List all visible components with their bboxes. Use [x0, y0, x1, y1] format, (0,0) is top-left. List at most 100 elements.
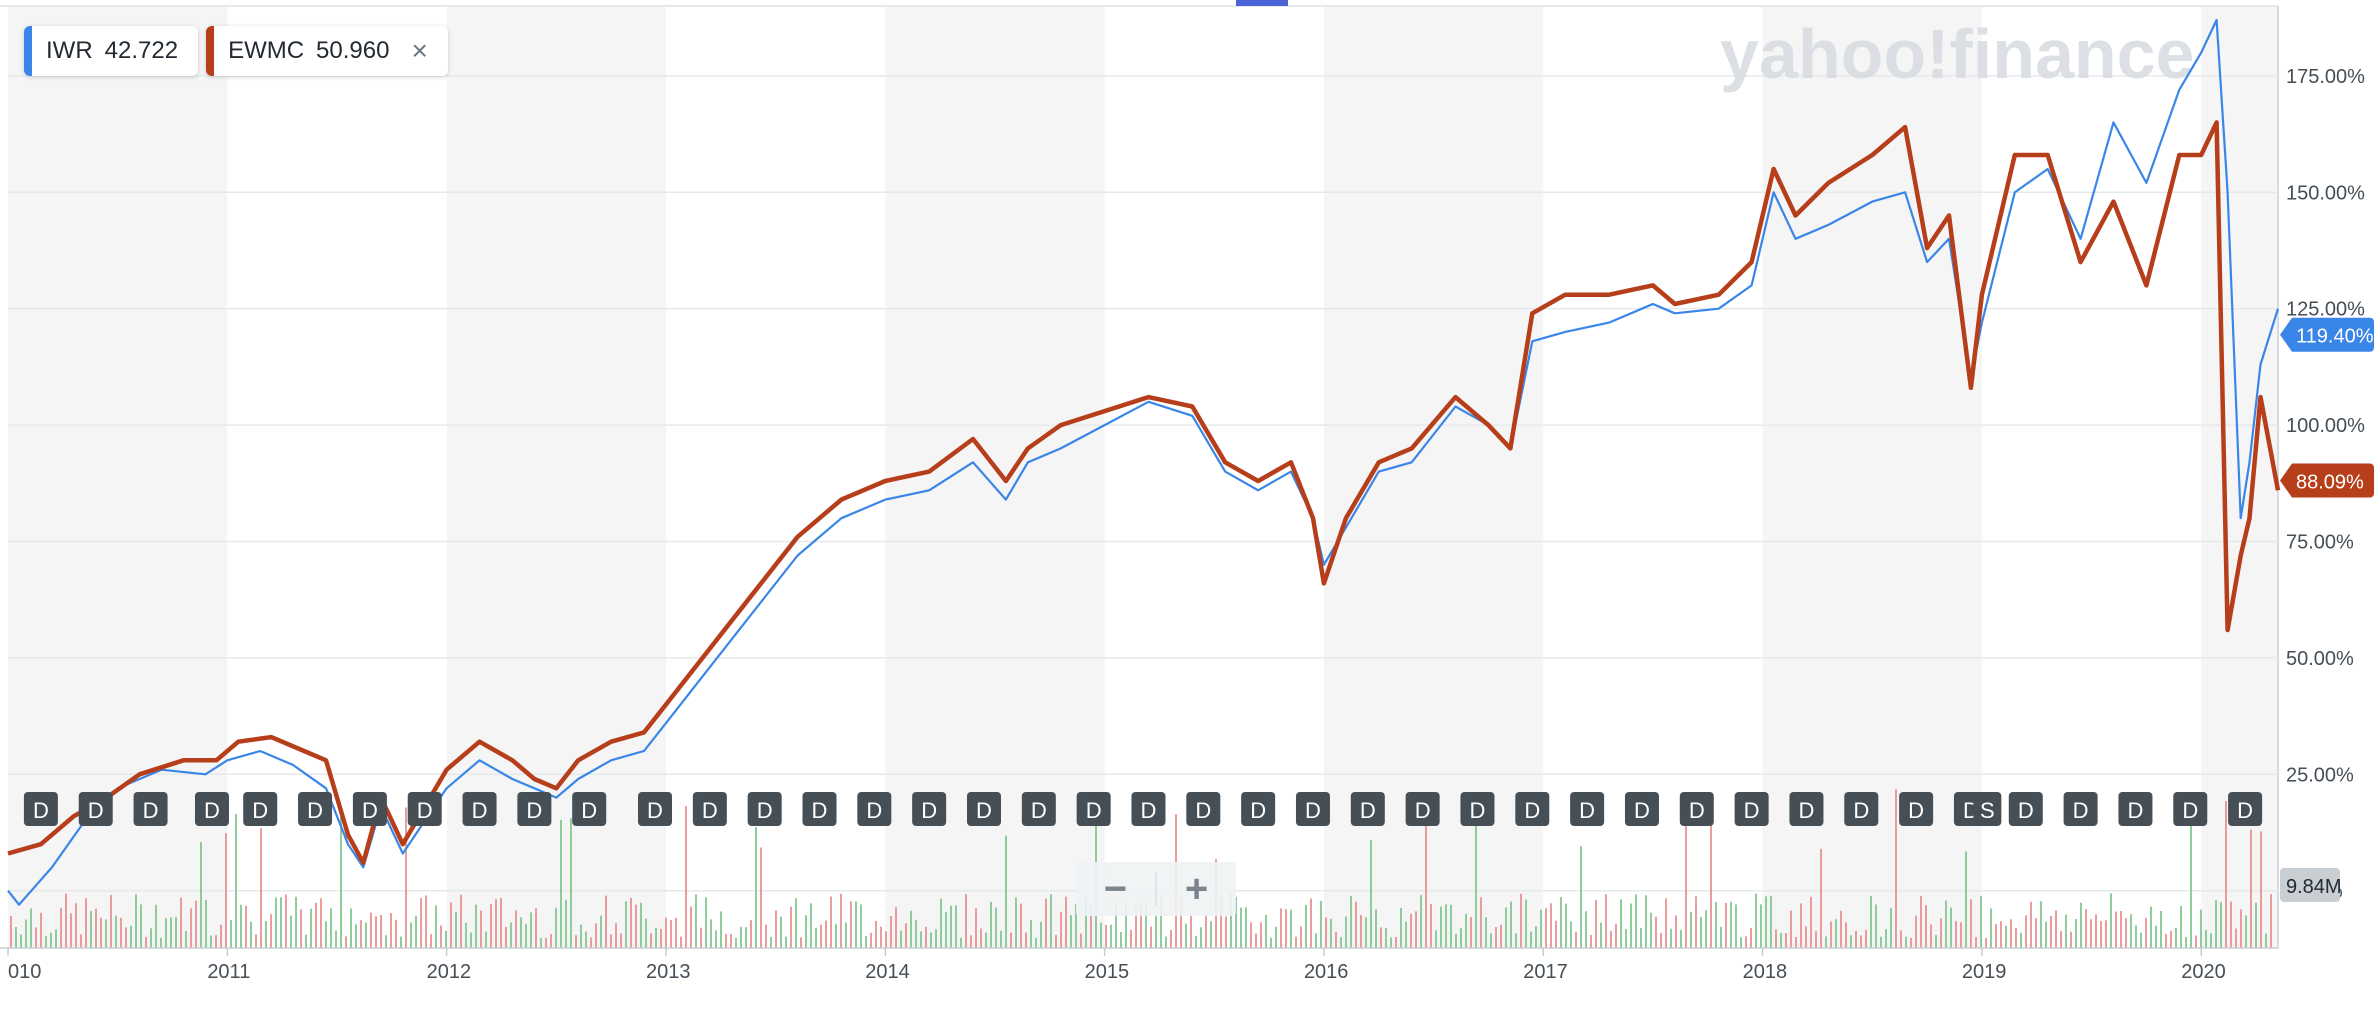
volume-bar — [2110, 893, 2112, 948]
dividend-marker[interactable]: D — [1624, 792, 1659, 826]
volume-bar — [810, 903, 812, 948]
volume-bar — [2035, 918, 2037, 948]
zoom-out-button[interactable]: − — [1103, 866, 1128, 911]
volume-bar — [225, 833, 227, 948]
volume-bar — [2105, 920, 2107, 948]
dividend-marker[interactable]: D — [1241, 792, 1276, 826]
volume-bar — [805, 915, 807, 948]
volume-bar — [1475, 824, 1477, 948]
volume-bar — [670, 920, 672, 948]
dividend-marker[interactable]: D — [1789, 792, 1824, 826]
volume-bar — [540, 937, 542, 948]
dividend-marker-label: D — [812, 798, 828, 823]
volume-bar — [1825, 936, 1827, 948]
volume-bar — [445, 930, 447, 948]
dividend-marker[interactable]: D — [2228, 792, 2263, 826]
volume-bar — [1230, 893, 1232, 948]
dividend-marker[interactable]: D — [2008, 792, 2043, 826]
remove-comparison-close-icon[interactable]: × — [411, 35, 428, 66]
split-marker-box — [1973, 792, 2002, 826]
volume-bar — [1645, 895, 1647, 948]
dividend-marker[interactable]: D — [1350, 792, 1385, 826]
volume-bar — [1690, 912, 1692, 948]
dividend-marker[interactable]: D — [1295, 792, 1330, 826]
legend-ewmc[interactable]: EWMC 50.960 × — [206, 26, 448, 76]
volume-bar — [880, 926, 882, 948]
dividend-marker[interactable]: D — [517, 792, 552, 826]
dividend-marker[interactable]: D — [194, 792, 229, 826]
dividend-marker[interactable]: D — [692, 792, 727, 826]
volume-bar — [170, 917, 172, 948]
volume-bar — [2165, 933, 2167, 948]
volume-bar — [1440, 906, 1442, 948]
volume-bar — [1820, 848, 1822, 948]
dividend-marker[interactable]: D — [802, 792, 837, 826]
dividend-marker[interactable]: D — [572, 792, 607, 826]
dividend-marker[interactable]: D — [638, 792, 673, 826]
volume-bar — [1735, 904, 1737, 948]
dividend-marker[interactable]: D — [2118, 792, 2153, 826]
dividend-marker[interactable]: D — [1515, 792, 1550, 826]
year-band — [1762, 6, 1982, 948]
volume-bar — [1940, 918, 1942, 948]
volume-bar — [300, 909, 302, 948]
dividend-marker[interactable]: D — [966, 792, 1001, 826]
dividend-marker[interactable]: D — [1021, 792, 1056, 826]
dividend-marker[interactable]: D — [462, 792, 497, 826]
dividend-marker[interactable]: D — [912, 792, 947, 826]
range-handle[interactable] — [1236, 0, 1288, 6]
dividend-marker[interactable]: D — [1899, 792, 1934, 826]
volume-bar — [1915, 915, 1917, 948]
dividend-marker[interactable]: D — [1076, 792, 1111, 826]
dividend-marker[interactable]: D — [1131, 792, 1166, 826]
dividend-marker[interactable]: D — [133, 792, 168, 826]
volume-bar — [1340, 937, 1342, 948]
dividend-marker[interactable]: D — [298, 792, 333, 826]
dividend-marker[interactable]: D — [1734, 792, 1769, 826]
volume-bar — [875, 920, 877, 948]
split-marker[interactable]: S — [1973, 792, 2002, 826]
volume-bar — [1760, 904, 1762, 948]
volume-bar — [1640, 927, 1642, 948]
volume-bar — [2180, 906, 2182, 948]
dividend-marker[interactable]: D — [243, 792, 278, 826]
zoom-in-button[interactable]: + — [1184, 866, 1209, 911]
dividend-marker[interactable]: D — [352, 792, 387, 826]
dividend-marker[interactable]: D — [857, 792, 892, 826]
dividend-marker[interactable]: D — [1460, 792, 1495, 826]
dividend-marker[interactable]: D — [1679, 792, 1714, 826]
dividend-marker[interactable]: D — [407, 792, 442, 826]
volume-bar — [865, 936, 867, 948]
volume-bar — [1240, 907, 1242, 948]
volume-bar — [240, 904, 242, 948]
volume-bar — [1465, 913, 1467, 948]
volume-bar — [945, 912, 947, 948]
x-tick-label: 2019 — [1962, 961, 2007, 983]
dividend-marker[interactable]: D — [747, 792, 782, 826]
volume-bar — [255, 934, 257, 948]
dividend-marker[interactable]: D — [1570, 792, 1605, 826]
dividend-marker[interactable]: D — [23, 792, 58, 826]
dividend-marker-box — [2228, 792, 2263, 826]
dividend-marker[interactable]: D — [1405, 792, 1440, 826]
dividend-marker[interactable]: D — [2063, 792, 2098, 826]
volume-bar — [1520, 893, 1522, 948]
volume-bar — [1120, 931, 1122, 948]
volume-bar — [1555, 920, 1557, 948]
dividend-marker[interactable]: D — [78, 792, 113, 826]
dividend-marker-label: D — [1195, 798, 1211, 823]
volume-bar — [700, 927, 702, 948]
volume-bar — [1515, 933, 1517, 948]
volume-bar — [220, 924, 222, 948]
dividend-marker[interactable]: D — [2173, 792, 2208, 826]
volume-bar — [315, 902, 317, 948]
volume-bar — [1625, 928, 1627, 948]
legend-iwr[interactable]: IWR 42.722 — [24, 26, 199, 76]
dividend-marker[interactable]: D — [1186, 792, 1221, 826]
dividend-marker[interactable]: D — [1844, 792, 1879, 826]
volume-bar — [1170, 930, 1172, 948]
dividend-marker-box — [1734, 792, 1769, 826]
volume-bar — [755, 827, 757, 948]
dividend-marker-label: D — [2182, 798, 2198, 823]
